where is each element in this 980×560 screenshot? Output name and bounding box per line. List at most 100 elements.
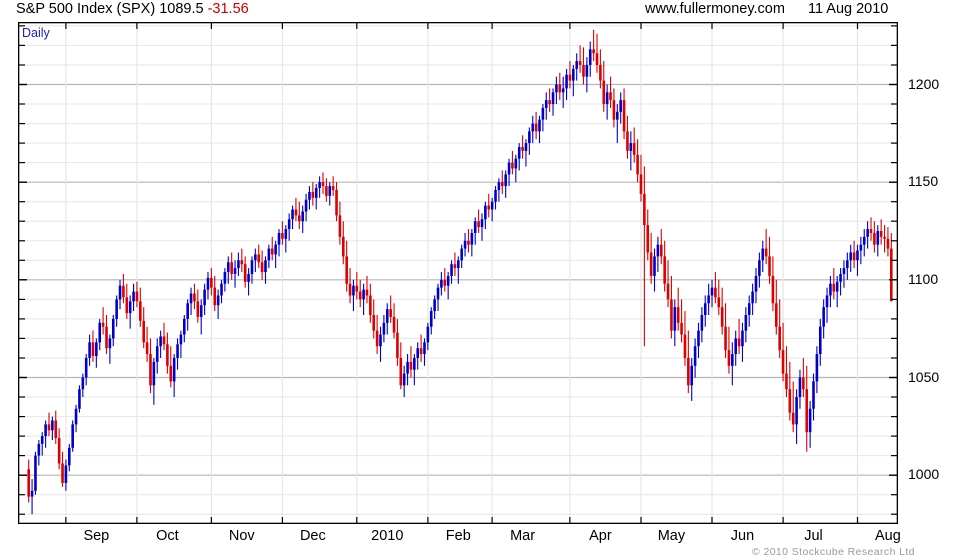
candle-body — [737, 338, 741, 347]
candle-body — [558, 84, 562, 93]
candle-body — [802, 377, 805, 390]
candle-body — [433, 299, 436, 312]
x-axis-tick-label: Apr — [589, 528, 612, 544]
candle-body — [565, 74, 568, 89]
candle-body — [744, 315, 748, 331]
candle-body — [622, 100, 626, 132]
y-axis-tick-label: 1200 — [908, 75, 940, 92]
candle-body — [690, 365, 694, 386]
candle-body — [149, 354, 152, 386]
x-axis-tick-label: May — [657, 528, 686, 544]
candle-body — [196, 301, 200, 317]
candle-body — [74, 408, 78, 425]
candle-body — [734, 338, 737, 355]
candle-body — [741, 330, 744, 347]
candle-body — [818, 326, 822, 355]
candle-body — [413, 357, 416, 370]
candle-body — [460, 248, 463, 261]
title-text: S&P 500 Index (SPX) 1089.5 — [16, 1, 208, 17]
candle-body — [145, 342, 149, 355]
candle-body — [118, 285, 122, 300]
candle-body — [876, 231, 880, 245]
candle-body — [659, 244, 663, 257]
candle-body — [375, 330, 379, 347]
candle-body — [524, 143, 528, 151]
candle-body — [497, 182, 501, 190]
candle-body — [419, 348, 423, 355]
chart-date: 11 Aug 2010 — [808, 1, 889, 17]
candle-body — [835, 281, 839, 292]
candle-body — [132, 291, 135, 302]
candle-body — [511, 162, 514, 169]
candle-body — [40, 436, 44, 444]
candle-body — [318, 182, 321, 189]
x-axis-tick-label: Mar — [510, 528, 536, 544]
candle-body — [714, 287, 717, 298]
candle-body — [500, 182, 504, 187]
candle-body — [544, 100, 548, 108]
x-axis-tick-label: Oct — [156, 528, 179, 544]
candle-body — [494, 189, 497, 202]
website-label: www.fullermoney.com — [645, 1, 785, 17]
candle-body — [534, 123, 538, 132]
candle-body — [443, 279, 447, 286]
candle-body — [758, 260, 761, 276]
candle-body — [284, 229, 288, 239]
candle-body — [879, 231, 883, 237]
y-axis-tick-label: 1000 — [908, 466, 940, 483]
candle-body — [484, 205, 487, 220]
candle-body — [467, 240, 470, 245]
candle-body — [480, 219, 484, 228]
candle-body — [815, 354, 819, 382]
y-axis-tick-label: 1150 — [908, 173, 939, 190]
candle-body — [345, 256, 348, 284]
candle-body — [240, 260, 244, 265]
candle-body — [825, 295, 829, 308]
candle-body — [680, 322, 683, 335]
candle-body — [487, 205, 491, 210]
candle-body — [852, 252, 856, 261]
candle-body — [862, 236, 866, 245]
candle-body — [382, 322, 386, 335]
candle-body — [105, 326, 108, 349]
candle-body — [849, 252, 853, 261]
candle-body — [636, 154, 639, 175]
candle-body — [720, 307, 724, 327]
candle-body — [71, 424, 74, 448]
candle-body — [473, 221, 477, 233]
candle-body — [839, 273, 842, 282]
candle-body — [578, 61, 582, 65]
candle-body — [98, 322, 102, 343]
candle-body — [785, 373, 788, 390]
candle-body — [162, 336, 166, 345]
candle-body — [301, 211, 304, 222]
candle-body — [649, 252, 653, 276]
candle-body — [605, 92, 609, 105]
candle-body — [595, 53, 599, 65]
candle-body — [697, 330, 700, 347]
candle-body — [886, 238, 890, 249]
candle-body — [30, 490, 34, 497]
candle-body — [206, 277, 210, 290]
candle-body — [169, 365, 173, 382]
candle-body — [724, 326, 727, 351]
candle-body — [561, 88, 565, 93]
candle-body — [379, 334, 382, 347]
candle-body — [291, 209, 294, 220]
title-change: -31.56 — [207, 1, 249, 17]
candle-body — [521, 147, 524, 151]
candle-body — [446, 275, 450, 286]
candle-body — [37, 443, 41, 456]
candle-body — [34, 455, 37, 491]
candle-body — [139, 301, 142, 321]
candle-body — [548, 100, 551, 105]
candle-body — [429, 311, 433, 327]
candle-body — [166, 344, 169, 366]
candle-body — [274, 244, 277, 255]
plot-border — [18, 22, 898, 524]
candle-body — [602, 80, 606, 105]
candle-body — [78, 389, 81, 409]
x-axis-tick-label: 2010 — [371, 528, 404, 544]
candle-body — [230, 262, 233, 274]
candle-body — [159, 336, 162, 347]
